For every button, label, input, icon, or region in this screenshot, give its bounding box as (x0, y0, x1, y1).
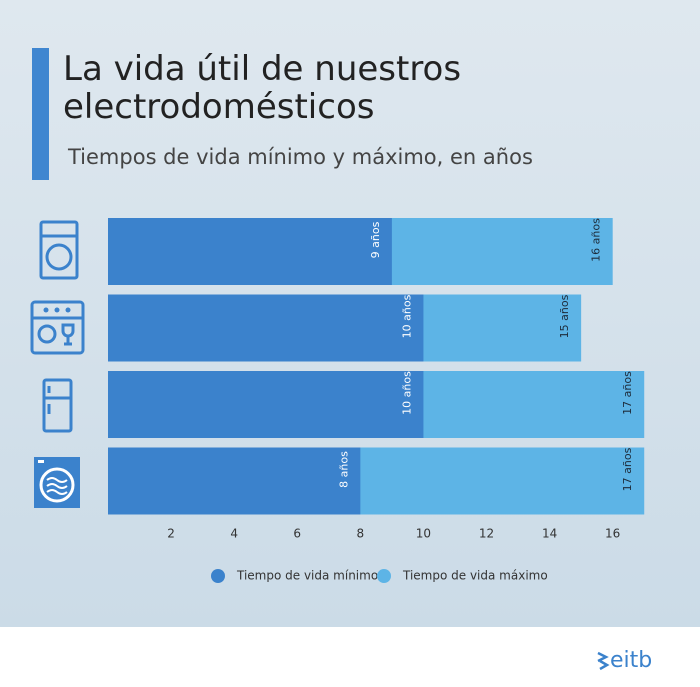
x-tick-label: 16 (605, 527, 620, 541)
value-label: 17 años (621, 371, 634, 415)
icon-dryer (34, 457, 80, 508)
footer (0, 627, 700, 687)
bar (108, 294, 424, 362)
bar (108, 218, 392, 285)
logo: eitb (610, 648, 652, 673)
legend-swatch (377, 569, 391, 583)
value-label: 16 años (590, 218, 603, 262)
value-label: 9 años (369, 221, 382, 258)
x-tick-label: 12 (479, 527, 494, 541)
icon-dishwasher (30, 300, 85, 355)
x-tick-label: 4 (230, 527, 238, 541)
x-tick-label: 10 (416, 527, 431, 541)
title-accent (32, 48, 49, 180)
chart-subtitle: Tiempos de vida mínimo y máximo, en años (67, 145, 533, 169)
legend-label: Tiempo de vida máximo (402, 569, 548, 583)
legend-label: Tiempo de vida mínimo (236, 569, 378, 583)
icon-washer (39, 220, 79, 280)
logo-mark (597, 651, 610, 671)
bar (108, 371, 424, 438)
value-label: 10 años (400, 371, 413, 415)
value-label: 17 años (621, 447, 634, 491)
chart-title: La vida útil de nuestros electrodoméstico… (63, 49, 461, 127)
value-label: 15 años (558, 294, 571, 338)
x-tick-label: 6 (293, 527, 301, 541)
value-label: 8 años (337, 451, 350, 488)
icon-fridge (42, 378, 73, 433)
x-tick-label: 14 (542, 527, 557, 541)
legend-swatch (211, 569, 225, 583)
bar (108, 447, 361, 515)
x-tick-label: 2 (167, 527, 175, 541)
value-label: 10 años (400, 294, 413, 338)
x-tick-label: 8 (357, 527, 365, 541)
